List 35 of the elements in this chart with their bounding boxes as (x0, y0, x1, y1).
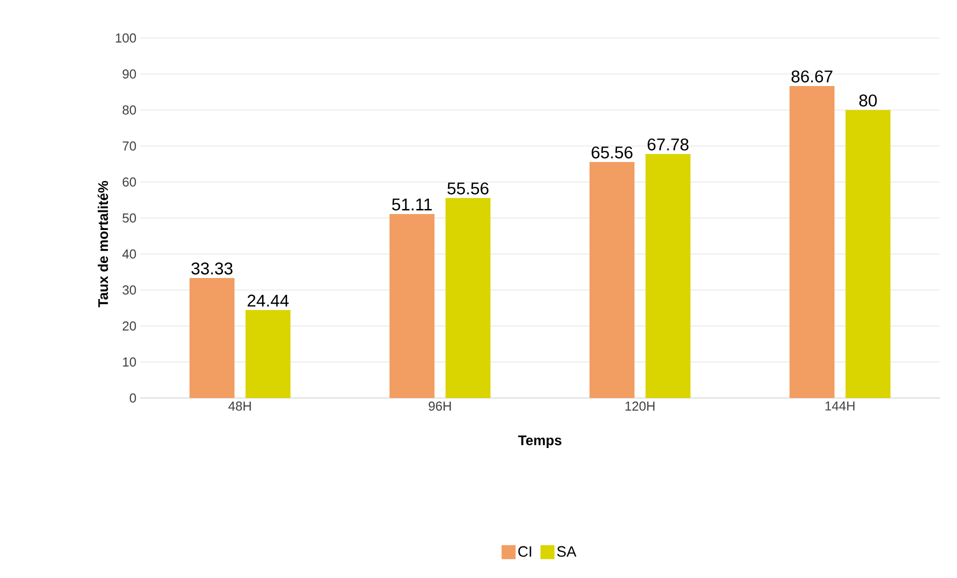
data-label: 86.67 (792, 70, 832, 82)
data-label: 65.56 (592, 146, 632, 158)
y-tick-label: 0 (130, 393, 136, 403)
y-tick-label: 90 (122, 69, 136, 79)
y-tick-label: 10 (123, 357, 136, 367)
data-label: 33.33 (191, 262, 232, 274)
bar (446, 198, 491, 398)
x-axis-title: Temps (518, 436, 562, 448)
bar (590, 162, 635, 398)
data-label: 80 (859, 94, 877, 106)
data-label: 51.11 (392, 198, 432, 210)
bar (646, 154, 691, 398)
y-tick-label: 20 (122, 321, 136, 331)
bar (390, 214, 435, 398)
x-tick-label: 96H (428, 402, 451, 411)
bar (846, 110, 891, 398)
y-tick-label: 30 (122, 285, 136, 295)
x-tick-label: 48H (228, 402, 251, 411)
legend-label: CI (518, 546, 532, 557)
legend-label: SA (557, 546, 576, 557)
data-label: 67.78 (648, 138, 688, 150)
y-tick-label: 60 (122, 177, 136, 187)
bar (190, 278, 234, 398)
bar (790, 86, 835, 398)
data-label: 55.56 (447, 182, 488, 194)
y-tick-label: 70 (122, 141, 136, 151)
y-tick-label: 40 (122, 249, 136, 259)
y-tick-label: 100 (116, 33, 136, 43)
x-tick-label: 120H (626, 402, 654, 411)
data-label: 24.44 (248, 294, 289, 306)
x-tick-label: 144H (826, 402, 854, 410)
y-tick-label: 50 (122, 213, 136, 223)
y-tick-label: 80 (122, 105, 136, 115)
y-axis-title: Taux de mortalité% (98, 180, 108, 308)
bar (246, 310, 291, 398)
